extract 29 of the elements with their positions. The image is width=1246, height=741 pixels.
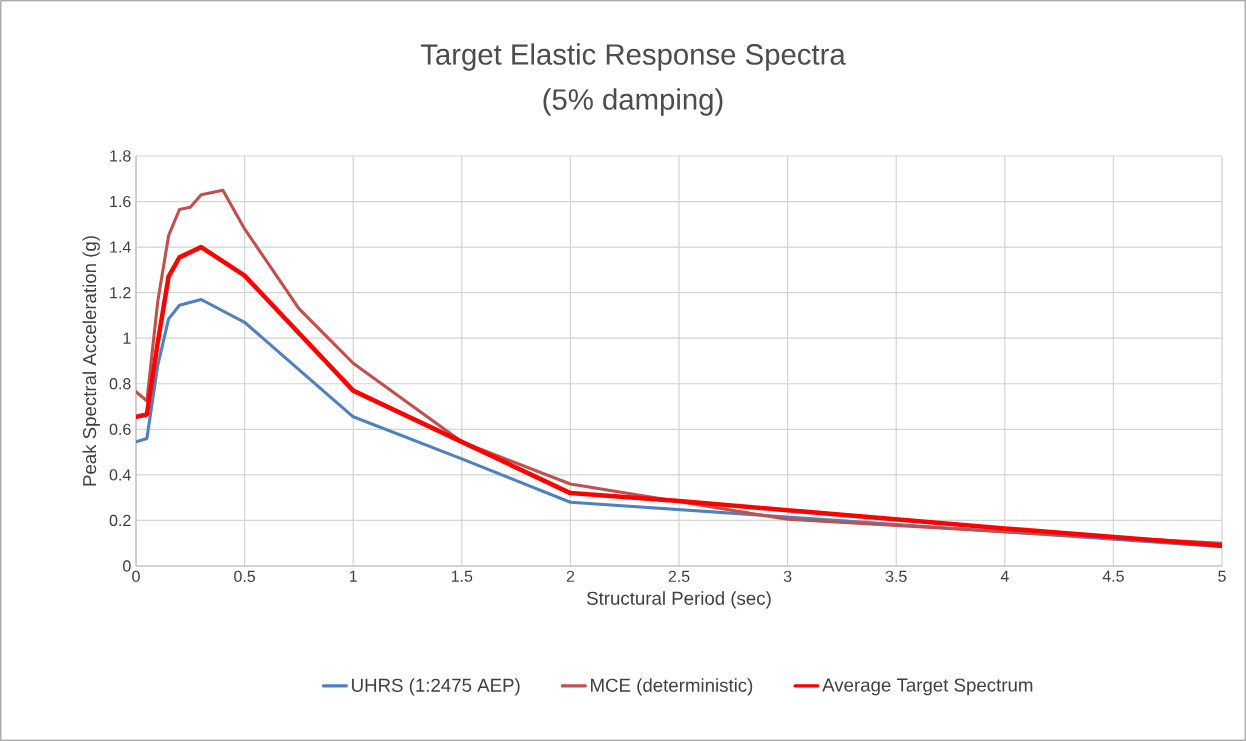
- y-tick-label: 0.4: [109, 469, 131, 481]
- y-tick-label: 0: [123, 560, 131, 572]
- x-tick-label: 0: [132, 570, 140, 583]
- x-tick-label: 4.5: [1102, 570, 1124, 582]
- x-tick-label: 1: [349, 570, 357, 582]
- x-tick-label: 4: [1000, 570, 1009, 582]
- x-tick-label: 2.5: [668, 570, 690, 583]
- y-tick-label: 1.4: [110, 241, 131, 253]
- x-tick-label: 5: [1218, 570, 1226, 582]
- y-tick-label: 1.8: [110, 150, 131, 162]
- x-tick-label: 1.5: [451, 570, 473, 582]
- legend-label: MCE (deterministic): [591, 678, 753, 696]
- line-series: [136, 244, 1222, 548]
- y-axis-title: Peak Spectral Acceleration (g): [82, 236, 100, 486]
- chart-title: Target Elastic Response Spectra: [420, 43, 846, 71]
- y-tick-label: 1.2: [110, 287, 131, 299]
- legend-label: UHRS (1:2475 AEP): [352, 678, 520, 696]
- chart-subtitle: (5% damping): [543, 88, 723, 116]
- x-tick-label: 0.5: [234, 570, 256, 583]
- legend-label: Average Target Spectrum: [822, 678, 1033, 696]
- y-tick-label: 0.2: [109, 514, 131, 527]
- y-tick-label: 1.6: [110, 195, 131, 208]
- x-tick-label: 2: [566, 570, 575, 582]
- x-tick-label: 3.5: [885, 570, 907, 583]
- x-tick-label: 3: [783, 570, 792, 583]
- y-tick-label: 1: [123, 332, 131, 344]
- x-axis-title: Structural Period (sec): [587, 591, 771, 609]
- y-tick-label: 0.8: [109, 378, 131, 390]
- y-tick-label: 0.6: [109, 423, 131, 435]
